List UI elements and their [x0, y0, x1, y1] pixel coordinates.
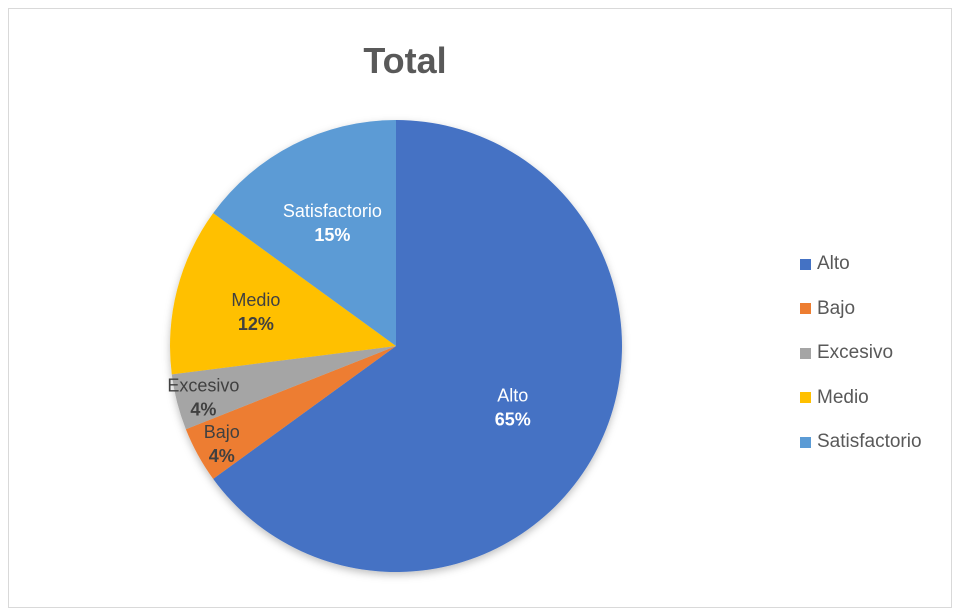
- legend-item-medio: Medio: [800, 376, 922, 421]
- slice-value-label-bajo: 4%: [209, 446, 235, 466]
- legend-label: Bajo: [817, 297, 856, 319]
- pie-slice-satisfactorio: [213, 120, 396, 346]
- legend-swatch: [800, 258, 811, 270]
- slice-value-label-medio: 12%: [238, 314, 274, 334]
- legend-item-alto: Alto: [800, 242, 922, 287]
- slice-value-label-satisfactorio: 15%: [314, 225, 350, 245]
- legend-label: Excesivo: [817, 342, 894, 364]
- pie-slice-bajo: [185, 346, 396, 479]
- legend-swatch: [800, 392, 811, 404]
- legend-label: Alto: [817, 253, 850, 275]
- pie-slice-medio: [170, 213, 396, 375]
- pie-chart: Alto 65% Bajo 4% Excesivo 4% Medio 12% Satisfact…: [167, 120, 622, 573]
- slice-value-label-excesivo: 4%: [190, 399, 216, 419]
- chart-title: Total: [363, 40, 447, 81]
- legend-item-excesivo: Excesivo: [800, 331, 922, 376]
- slice-category-label-bajo: Bajo: [204, 422, 240, 442]
- slice-value-label-alto: 65%: [495, 410, 531, 430]
- slice-category-label-medio: Medio: [231, 290, 280, 310]
- legend-item-bajo: Bajo: [800, 287, 922, 332]
- pie-slice-excesivo: [171, 346, 396, 430]
- slice-category-label-alto: Alto: [497, 386, 528, 406]
- slice-category-label-satisfactorio: Satisfactorio: [283, 201, 382, 221]
- legend-label: Satisfactorio: [817, 431, 922, 453]
- legend: Alto Bajo Excesivo Medio Satisfactorio: [800, 242, 922, 465]
- legend-swatch: [800, 347, 811, 359]
- slice-category-label-excesivo: Excesivo: [167, 375, 239, 395]
- legend-item-satisfactorio: Satisfactorio: [800, 420, 922, 465]
- legend-label: Medio: [817, 386, 869, 408]
- legend-swatch: [800, 436, 811, 448]
- pie-slice-alto: [213, 120, 622, 573]
- legend-swatch: [800, 303, 811, 315]
